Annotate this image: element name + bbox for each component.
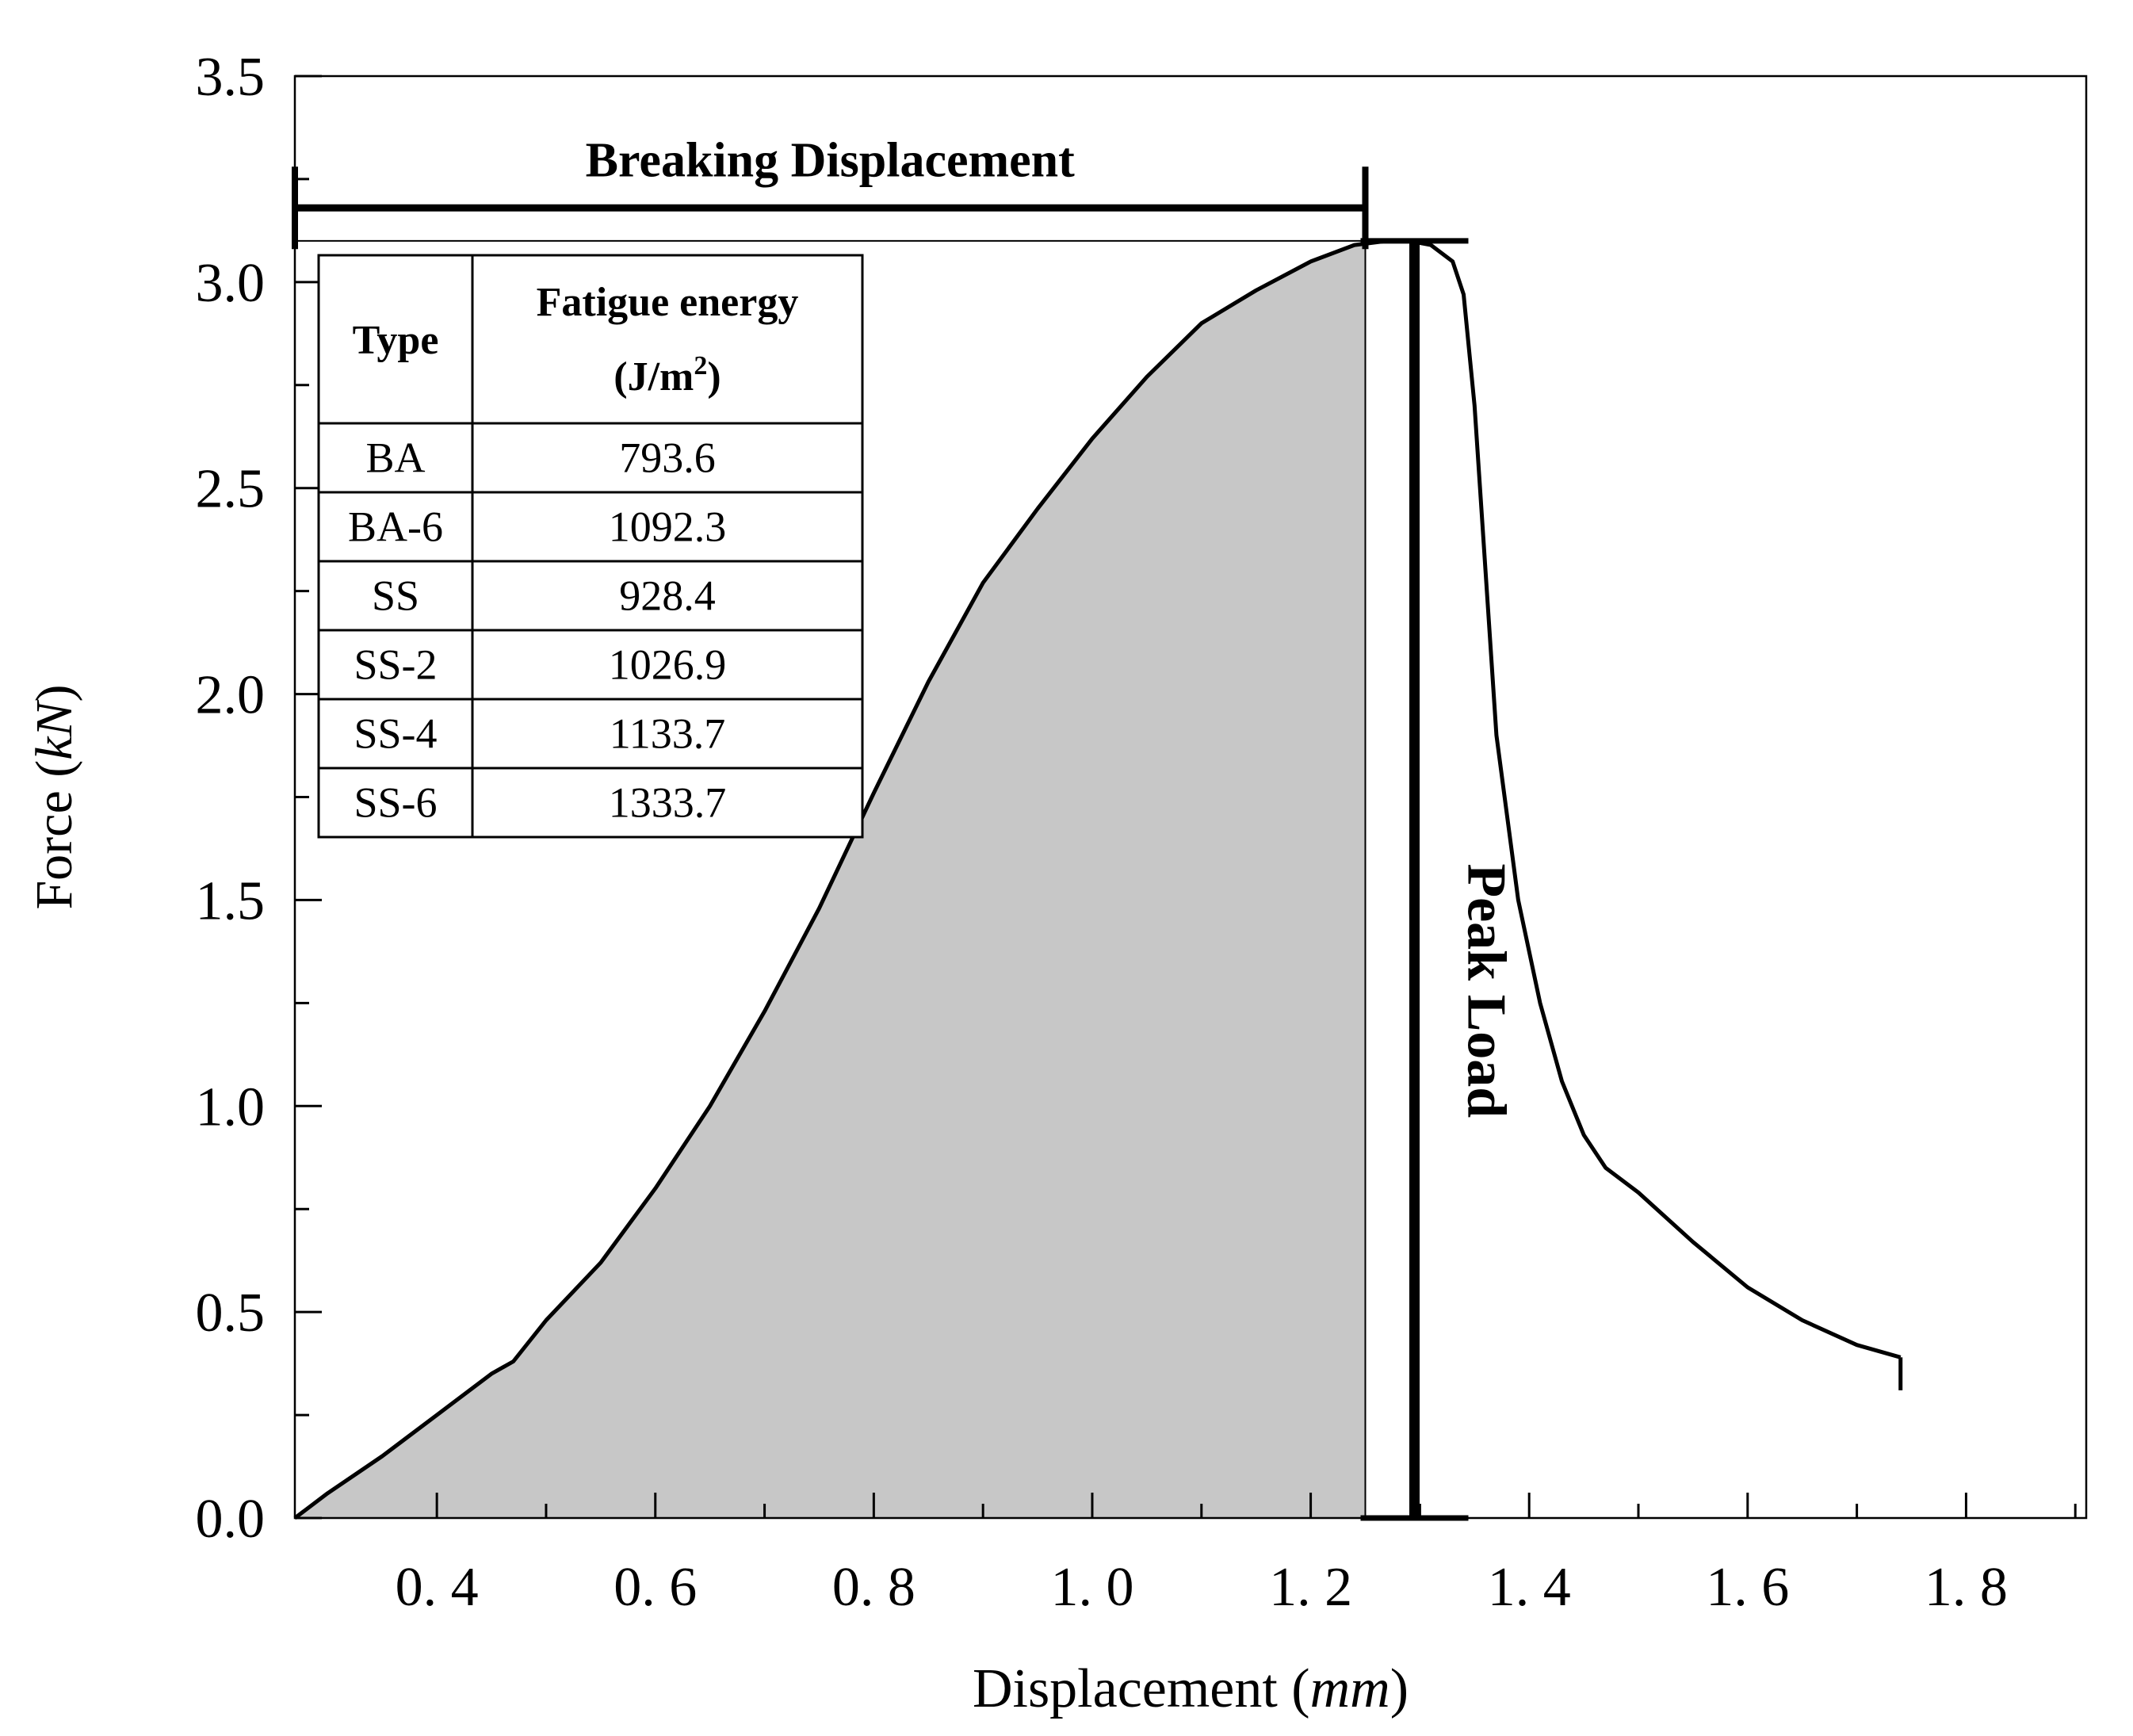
annotations: Breaking Displacement Peak Load xyxy=(292,133,1517,1521)
unit-close: ) xyxy=(707,354,721,400)
table-row-dividers xyxy=(319,422,862,770)
table-header-energy: Fatigue energy xyxy=(537,280,799,325)
y-tick-label: 2.5 xyxy=(196,459,266,520)
fatigue-energy-table: Type Fatigue energy (J/m2) BA 793.6 BA-6 10… xyxy=(317,254,864,839)
force-displacement-line xyxy=(293,239,1902,1520)
y-tick-label: 2.0 xyxy=(196,665,266,726)
x-label-unit: mm xyxy=(1310,1658,1390,1719)
y-tick-label: 1.0 xyxy=(196,1076,266,1138)
table-cell-energy: 928.4 xyxy=(619,572,716,620)
x-tick-label: 1. 2 xyxy=(1269,1557,1352,1618)
table-frame xyxy=(317,254,864,839)
table-cell-type: BA xyxy=(365,434,425,482)
y-tick-label: 0.5 xyxy=(196,1283,266,1344)
unit-superscript: 2 xyxy=(694,351,707,380)
axis-ticks: 0. 4 0. 6 0. 8 1. 0 1. 2 1. 4 1. 6 1. 8 0.0 0.5 1.… xyxy=(196,47,2077,1618)
y-tick-label: 1.5 xyxy=(196,870,266,931)
x-tick-label: 1. 0 xyxy=(1050,1557,1133,1618)
table-cell-energy: 793.6 xyxy=(619,434,716,482)
y-axis-label: Force (kN) xyxy=(25,684,83,909)
table-cell-energy: 1092.3 xyxy=(609,503,727,551)
peak-load-label: Peak Load xyxy=(1456,863,1517,1118)
series-layer xyxy=(293,239,1903,1520)
x-tick-label: 0. 8 xyxy=(832,1557,916,1618)
table-cell-energy: 1026.9 xyxy=(609,641,727,689)
table-header-type: Type xyxy=(353,318,439,363)
x-axis-label: Displacement (mm) xyxy=(973,1658,1409,1719)
table-cell-energy: 1333.7 xyxy=(609,779,727,827)
y-label-suffix: ) xyxy=(25,684,83,702)
table-cell-type: BA-6 xyxy=(348,503,443,551)
x-tick-label: 1. 6 xyxy=(1706,1557,1789,1618)
x-tick-label: 1. 8 xyxy=(1925,1557,2008,1618)
shaded-area-path xyxy=(295,243,1366,1518)
table-cell-type: SS-2 xyxy=(354,641,437,689)
unit-open: (J/m xyxy=(614,354,694,400)
table-rows: BA 793.6 BA-6 1092.3 SS 928.4 SS-2 1026.9 SS-4 11… xyxy=(348,434,726,827)
breaking-displacement-label: Breaking Displacement xyxy=(586,133,1075,187)
fatigue-energy-area xyxy=(295,243,1367,1518)
y-label-prefix: Force ( xyxy=(25,760,83,910)
table-cell-type: SS-6 xyxy=(354,779,437,827)
table-cell-type: SS xyxy=(372,572,419,620)
x-tick-label: 0. 6 xyxy=(614,1557,697,1618)
table-header-unit: (J/m2) xyxy=(614,351,721,400)
x-tick-label: 1. 4 xyxy=(1488,1557,1571,1618)
y-tick-label: 3.5 xyxy=(196,47,266,108)
y-label-unit: kN xyxy=(25,698,83,759)
x-label-prefix: Displacement ( xyxy=(973,1658,1310,1719)
x-tick-label: 0. 4 xyxy=(396,1557,479,1618)
y-tick-label: 0.0 xyxy=(196,1489,266,1550)
y-tick-label: 3.0 xyxy=(196,253,266,314)
table-cell-energy: 1133.7 xyxy=(610,710,726,758)
x-label-suffix: ) xyxy=(1390,1658,1409,1719)
table-cell-type: SS-4 xyxy=(354,710,437,758)
